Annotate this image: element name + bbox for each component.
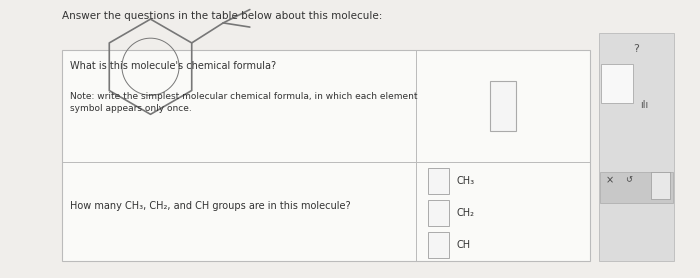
Text: How many CH₃, CH₂, and CH groups are in this molecule?: How many CH₃, CH₂, and CH groups are in … (70, 200, 351, 210)
Text: ?: ? (634, 44, 639, 54)
Text: CH₂: CH₂ (456, 208, 475, 218)
Bar (428, 200, 449, 226)
Bar (598, 33, 674, 261)
Text: What is this molecule's chemical formula?: What is this molecule's chemical formula… (70, 61, 276, 71)
Bar (601, 64, 633, 103)
Text: ×: × (606, 175, 614, 185)
Text: CH: CH (456, 240, 470, 250)
Text: Note: write the simplest molecular chemical formula, in which each element
symbo: Note: write the simplest molecular chemi… (70, 92, 417, 113)
Text: ↺: ↺ (625, 175, 632, 184)
Text: ılı: ılı (640, 100, 648, 110)
Bar (652, 172, 671, 199)
Text: Answer the questions in the table below about this molecule:: Answer the questions in the table below … (62, 11, 382, 21)
Bar (62, 50, 590, 261)
Bar (489, 81, 516, 131)
Text: CH₃: CH₃ (456, 176, 475, 186)
Bar (428, 168, 449, 194)
Bar (428, 232, 449, 258)
Bar (600, 172, 673, 203)
